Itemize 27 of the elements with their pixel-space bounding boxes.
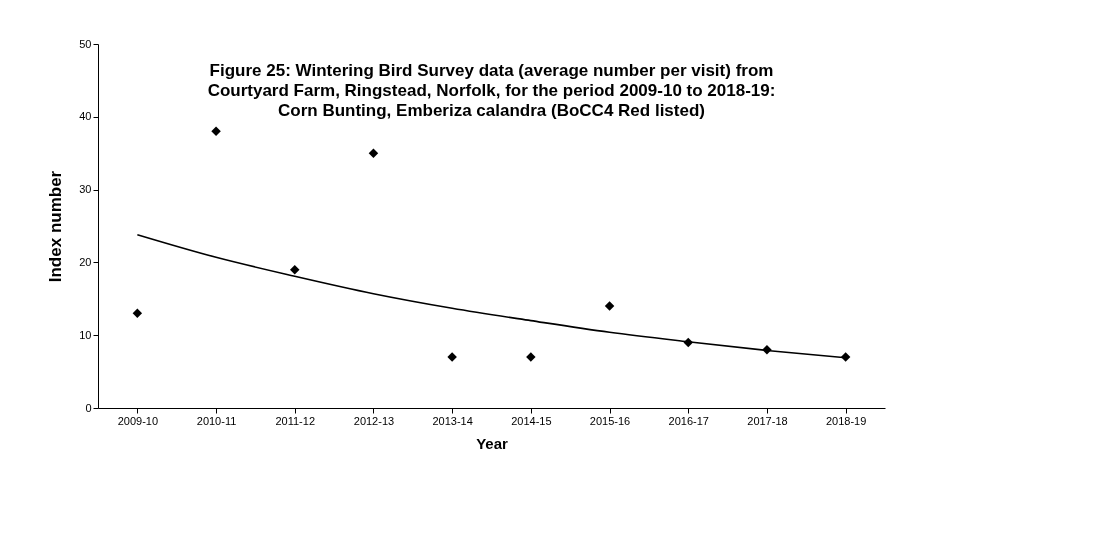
- y-tick-label: 40: [79, 110, 92, 123]
- x-tick-label: 2013-14: [432, 414, 473, 427]
- point: [132, 308, 143, 319]
- x-tick-label: 2012-13: [353, 414, 395, 427]
- x-tick-label: 2009-10: [117, 414, 159, 427]
- x-tick-label: 2017-18: [747, 414, 788, 427]
- text: Courtyard Farm, Ringstead, Norfolk, for the period 2009-10 to 2018-19:: [207, 81, 776, 100]
- x-tick-label: 2014-15: [511, 414, 552, 427]
- y-tick-label: 0: [85, 401, 92, 414]
- y-tick-label: 50: [79, 37, 92, 50]
- y-tick-label: 10: [79, 328, 92, 341]
- y-axis-title: Index number: [46, 170, 66, 283]
- text: Corn Bunting, Emberiza calandra (BoCC4 Red listed): [278, 101, 705, 120]
- y-tick-label: 20: [79, 255, 92, 268]
- text: Figure 25: Wintering Bird Survey data (average number per visit) from: [209, 61, 774, 80]
- point: [840, 352, 851, 362]
- x-tick-label: 2016-17: [668, 414, 709, 427]
- point: [290, 264, 300, 275]
- x-tick-label: 2015-16: [589, 414, 631, 427]
- x-tick-label: 2011-12: [275, 414, 316, 427]
- point: [604, 301, 615, 311]
- x-tick-label: 2010-11: [196, 414, 237, 427]
- x-axis-title: Year: [476, 434, 509, 452]
- point: [211, 126, 221, 137]
- point: [368, 148, 379, 158]
- y-tick-label: 30: [79, 183, 92, 196]
- x-tick-label: 2018-19: [825, 414, 867, 427]
